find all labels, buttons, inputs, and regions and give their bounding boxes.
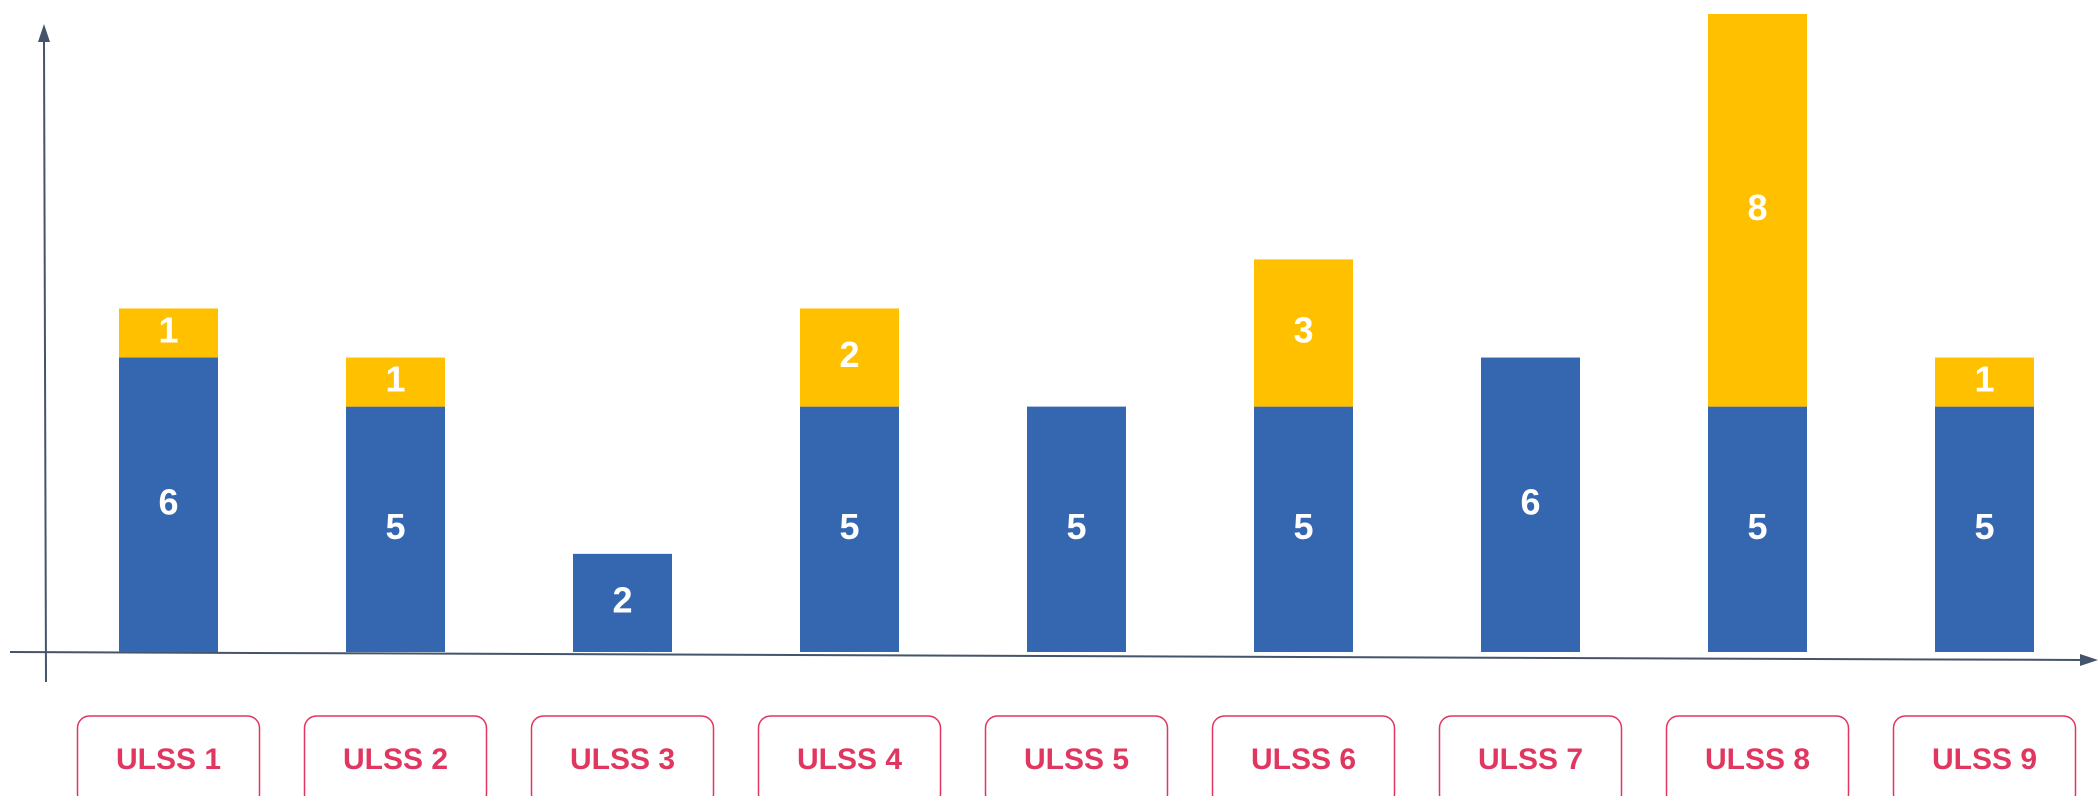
data-label: 3 bbox=[1293, 310, 1313, 351]
x-tick-label: ULSS 2 bbox=[343, 743, 448, 776]
data-label: 1 bbox=[385, 359, 405, 400]
bar-segment bbox=[1708, 14, 1807, 407]
y-axis-arrow bbox=[38, 24, 50, 42]
data-label: 2 bbox=[839, 334, 859, 375]
bar-segment bbox=[346, 357, 445, 407]
data-label: 5 bbox=[1747, 506, 1767, 547]
y-axis bbox=[43, 39, 47, 683]
category-box bbox=[984, 715, 1169, 801]
x-tick-label: ULSS 9 bbox=[1932, 743, 2037, 776]
x-tick-label: ULSS 8 bbox=[1705, 743, 1810, 776]
category-box bbox=[757, 715, 942, 801]
x-tick-label: ULSS 7 bbox=[1478, 743, 1583, 776]
data-label: 6 bbox=[158, 481, 178, 522]
bar-segment bbox=[1708, 406, 1807, 652]
bar-segment bbox=[119, 308, 218, 358]
bar-segment bbox=[119, 357, 218, 652]
data-label: 5 bbox=[839, 506, 859, 547]
data-label: 1 bbox=[1974, 359, 1994, 400]
x-tick-label: ULSS 5 bbox=[1024, 743, 1129, 776]
bar-segment bbox=[1935, 406, 2034, 652]
category-box bbox=[1665, 715, 1850, 801]
bar-segment bbox=[346, 406, 445, 652]
bar-segment bbox=[800, 406, 899, 652]
data-label: 8 bbox=[1747, 187, 1767, 228]
bar-segment bbox=[1935, 357, 2034, 407]
data-label: 6 bbox=[1520, 481, 1540, 522]
category-box bbox=[303, 715, 488, 801]
data-label: 1 bbox=[158, 310, 178, 351]
x-tick-label: ULSS 3 bbox=[570, 743, 675, 776]
data-label: 5 bbox=[1066, 506, 1086, 547]
category-box bbox=[530, 715, 715, 801]
category-box bbox=[1211, 715, 1396, 801]
bar-segment bbox=[1027, 406, 1126, 652]
bar-segment bbox=[800, 308, 899, 407]
bar-segment bbox=[1254, 259, 1353, 407]
data-label: 5 bbox=[1974, 506, 1994, 547]
category-box bbox=[1438, 715, 1623, 801]
x-axis bbox=[9, 651, 2083, 661]
bar-segment bbox=[1254, 406, 1353, 652]
bar-segment bbox=[573, 553, 672, 652]
data-label: 5 bbox=[1293, 506, 1313, 547]
x-tick-label: ULSS 1 bbox=[116, 743, 221, 776]
x-tick-label: ULSS 4 bbox=[797, 743, 902, 776]
category-box bbox=[1892, 715, 2077, 801]
data-label: 2 bbox=[612, 579, 632, 620]
data-label: 5 bbox=[385, 506, 405, 547]
bar-segment bbox=[1481, 357, 1580, 652]
category-box bbox=[76, 715, 261, 801]
x-axis-arrow bbox=[2080, 654, 2098, 666]
x-tick-label: ULSS 6 bbox=[1251, 743, 1356, 776]
